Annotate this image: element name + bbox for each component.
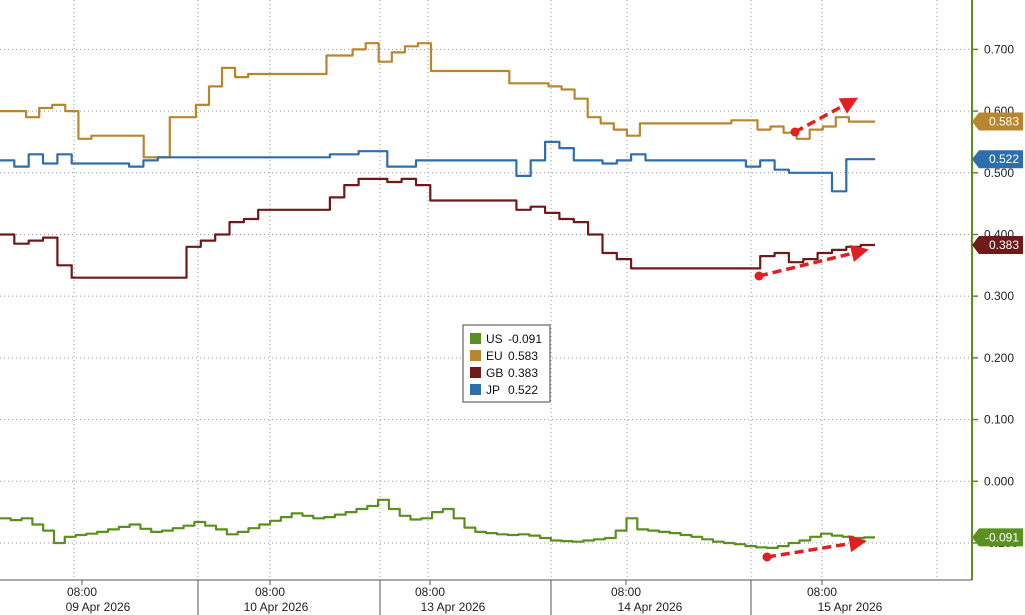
last-value-tag-gb: 0.383 (972, 235, 1023, 254)
tag-value: 0.383 (989, 238, 1019, 252)
x-date-label: 14 Apr 2026 (618, 600, 683, 614)
tag-shape (972, 528, 1023, 547)
x-time-label: 08:00 (611, 585, 641, 599)
x-date-label: 09 Apr 2026 (66, 600, 131, 614)
series-line-eu (0, 42, 875, 159)
legend-swatch-us (470, 333, 481, 344)
legend-swatch-gb (470, 367, 481, 378)
tag-shape (972, 150, 1023, 169)
x-date-label: 15 Apr 2026 (818, 600, 883, 614)
legend-value-us: -0.091 (508, 332, 542, 346)
legend-name-jp: JP (486, 383, 500, 397)
legend-value-eu: 0.583 (508, 349, 538, 363)
x-date-label: 13 Apr 2026 (421, 600, 486, 614)
last-value-tag-eu: 0.583 (972, 112, 1023, 131)
annotations-layer (754, 97, 869, 562)
last-value-tag-us: -0.091 (972, 528, 1023, 547)
tag-value: 0.583 (989, 115, 1019, 129)
series-line-gb (0, 177, 875, 279)
tag-shape (972, 235, 1023, 254)
x-time-label: 08:00 (807, 585, 837, 599)
tag-value: -0.091 (985, 530, 1019, 544)
x-date-label: 10 Apr 2026 (244, 600, 309, 614)
series-line-jp (0, 140, 875, 193)
legend-name-eu: EU (486, 349, 503, 363)
legend-value-jp: 0.522 (508, 383, 538, 397)
legend-name-gb: GB (486, 366, 503, 380)
series-layer (0, 42, 875, 549)
x-time-label: 08:00 (67, 585, 97, 599)
y-tick-label: 0.200 (984, 351, 1014, 365)
x-time-label: 08:00 (415, 585, 445, 599)
us-trend-arrow (766, 535, 867, 559)
grid (0, 0, 972, 580)
y-tick-label: 0.500 (984, 166, 1014, 180)
y-tick-label: 0.700 (984, 42, 1014, 56)
y-axis-right: 0.7000.6000.5000.4000.3000.2000.1000.000… (971, 0, 1018, 580)
tag-shape (972, 112, 1023, 131)
legend: US -0.091 EU 0.583 GB 0.383 JP 0.522 (462, 324, 551, 403)
legend-name-us: US (486, 332, 503, 346)
last-value-tag-jp: 0.522 (972, 150, 1023, 169)
gb-trend-arrow (758, 244, 869, 278)
legend-swatch-jp (470, 384, 481, 395)
legend-swatch-eu (470, 350, 481, 361)
y-tick-label: 0.300 (984, 289, 1014, 303)
tag-value: 0.522 (989, 152, 1019, 166)
last-value-tags: -0.091 0.583 0.383 0.522 (972, 112, 1023, 547)
x-time-label: 08:00 (255, 585, 285, 599)
legend-value-gb: 0.383 (508, 366, 538, 380)
y-tick-label: 0.100 (984, 413, 1014, 427)
eu-trend-arrow (794, 97, 859, 134)
series-line-us (0, 498, 875, 549)
y-tick-label: 0.000 (984, 474, 1014, 488)
